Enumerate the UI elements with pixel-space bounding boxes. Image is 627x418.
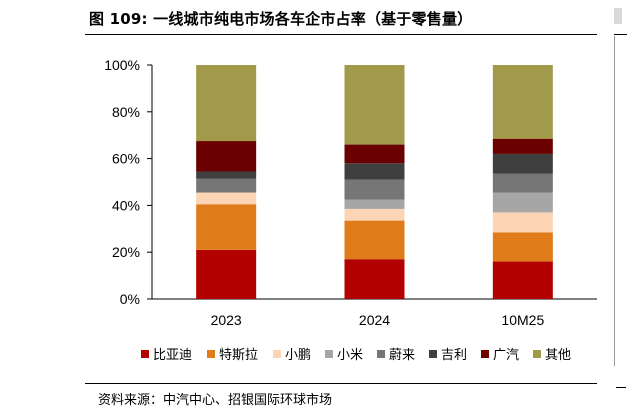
bar-segment: [492, 138, 553, 154]
legend-swatch: [207, 350, 215, 358]
title-underline: [85, 34, 597, 35]
y-tick-label: 0%: [120, 291, 140, 307]
y-tick-label: 80%: [112, 104, 140, 120]
legend-swatch: [325, 350, 333, 358]
legend-label: 小鹏: [285, 348, 311, 363]
legend-swatch: [141, 350, 149, 358]
x-tick-label: 10M25: [501, 312, 544, 328]
legend-label: 蔚来: [389, 348, 415, 363]
bar-segment: [344, 65, 405, 145]
source-rule: [85, 383, 597, 384]
x-tick-label: 2024: [359, 312, 390, 328]
legend-label: 广汽: [493, 348, 519, 363]
bar-segment: [344, 179, 405, 200]
y-tick-label: 100%: [104, 57, 140, 73]
bar-segment: [492, 212, 553, 233]
bar-segment: [196, 65, 257, 142]
y-tick-label: 20%: [112, 244, 140, 260]
bar-segment: [196, 249, 257, 299]
bar-segment: [492, 192, 553, 213]
y-tick-label: 60%: [112, 151, 140, 167]
bar-segment: [344, 199, 405, 209]
legend-swatch: [377, 350, 385, 358]
right-edge-dash: [616, 387, 626, 388]
bar-segment: [492, 232, 553, 262]
bar-segment: [492, 261, 553, 299]
legend-swatch: [533, 350, 541, 358]
legend-swatch: [273, 350, 281, 358]
legend-label: 小米: [337, 348, 363, 363]
legend-label: 比亚迪: [153, 348, 192, 363]
bar-segment: [196, 141, 257, 172]
legend-label: 其他: [545, 348, 571, 363]
chart-title: 图 109: 一线城市纯电市场各车企市占率（基于零售量）: [89, 10, 473, 28]
right-edge-rule: [614, 34, 627, 35]
right-edge-line: [614, 36, 615, 366]
bar-segment: [344, 163, 405, 180]
bar-segment: [492, 173, 553, 193]
bar-segment: [344, 208, 405, 221]
title-bar: 图 109: 一线城市纯电市场各车企市占率（基于零售量）: [85, 6, 601, 32]
bar-segment: [344, 259, 405, 299]
bar-segment: [196, 204, 257, 250]
legend-label: 特斯拉: [219, 348, 258, 363]
legend-label: 吉利: [441, 348, 467, 363]
bar-segment: [492, 65, 553, 139]
bar-segment: [344, 144, 405, 164]
bar-segment: [196, 171, 257, 179]
source-note: 资料来源：中汽中心、招银国际环球市场: [98, 393, 333, 408]
bar-segment: [492, 153, 553, 174]
x-tick-label: 2023: [211, 312, 242, 328]
legend-swatch: [481, 350, 489, 358]
right-edge-fragment: [614, 8, 622, 24]
bar-segment: [196, 192, 257, 205]
bar-segment: [344, 220, 405, 260]
y-tick-label: 40%: [112, 197, 140, 213]
bar-segment: [196, 178, 257, 193]
legend-swatch: [429, 350, 437, 358]
